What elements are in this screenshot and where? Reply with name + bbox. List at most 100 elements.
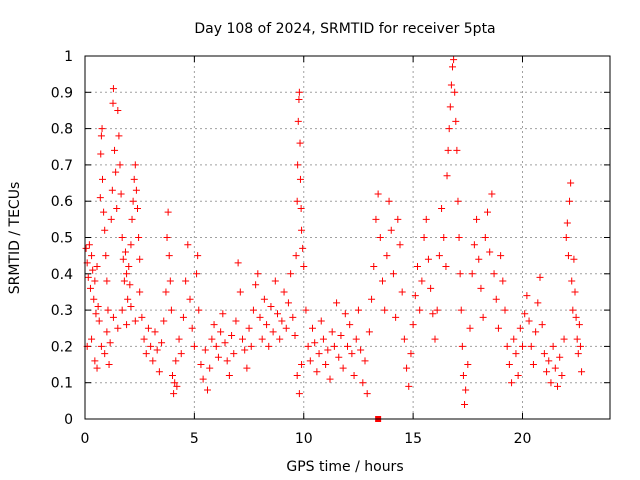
data-point <box>330 342 338 350</box>
data-point <box>440 234 448 241</box>
data-point <box>254 270 262 278</box>
data-point <box>92 310 100 318</box>
data-point <box>109 99 117 107</box>
data-point <box>142 350 150 358</box>
data-point <box>567 179 575 187</box>
data-point <box>162 288 170 296</box>
data-point <box>554 382 561 390</box>
data-point <box>363 390 371 398</box>
data-point <box>243 364 251 372</box>
data-point <box>114 324 122 332</box>
data-point <box>91 277 99 285</box>
data-point <box>88 335 96 343</box>
data-point <box>97 342 105 350</box>
data-point <box>107 215 115 223</box>
data-point <box>165 252 173 260</box>
data-point <box>118 234 126 241</box>
data-point <box>461 400 469 408</box>
data-point <box>111 146 119 154</box>
y-axis-label: SRMTID / TECUs <box>7 182 23 295</box>
data-point <box>278 317 286 325</box>
data-point <box>297 204 305 212</box>
data-point <box>245 324 253 332</box>
data-point <box>445 125 453 133</box>
data-point <box>424 255 432 263</box>
data-point <box>357 346 365 354</box>
data-point <box>475 255 483 263</box>
data-point <box>105 361 113 369</box>
data-point <box>130 175 138 183</box>
data-point <box>113 204 121 212</box>
data-point <box>514 371 522 379</box>
data-point <box>149 357 157 365</box>
data-point <box>117 190 125 198</box>
data-point <box>104 306 112 314</box>
data-point <box>97 132 105 140</box>
data-point <box>193 270 201 278</box>
data-point <box>427 284 435 292</box>
y-tick-label: 1 <box>64 49 73 65</box>
data-point <box>570 255 578 263</box>
data-point <box>127 302 135 310</box>
data-point <box>210 321 218 329</box>
data-point <box>94 302 102 310</box>
data-point <box>326 375 334 383</box>
chart-title: Day 108 of 2024, SRMTID for receiver 5pt… <box>194 21 495 37</box>
data-point <box>392 313 400 321</box>
data-point <box>328 328 336 336</box>
data-point <box>394 215 402 223</box>
data-point <box>296 139 304 147</box>
data-point <box>534 299 542 307</box>
data-point <box>510 335 518 343</box>
data-point <box>164 208 172 216</box>
data-point <box>90 295 98 303</box>
data-point <box>158 339 166 347</box>
data-point <box>418 277 426 285</box>
y-tick-label: 0.7 <box>51 158 73 174</box>
data-point <box>449 63 456 71</box>
data-point <box>512 350 520 358</box>
data-point <box>101 226 109 234</box>
data-point <box>359 379 367 387</box>
data-point <box>169 371 176 379</box>
data-point <box>119 255 127 263</box>
data-point <box>295 96 303 104</box>
data-point <box>223 357 231 365</box>
data-point <box>403 364 411 372</box>
data-point <box>488 190 496 198</box>
data-point <box>127 241 135 249</box>
data-point <box>234 259 242 267</box>
data-point <box>295 390 303 398</box>
data-point <box>212 342 220 350</box>
x-axis-label: GPS time / hours <box>286 459 403 475</box>
data-point <box>84 273 92 281</box>
data-point <box>182 277 190 285</box>
data-point <box>543 368 551 376</box>
data-point <box>505 361 513 369</box>
data-point <box>217 328 225 336</box>
data-point <box>91 357 99 365</box>
data-point <box>398 288 406 296</box>
data-point <box>438 204 446 212</box>
data-point <box>341 310 349 318</box>
data-point <box>529 361 537 369</box>
data-point <box>370 263 378 271</box>
data-point <box>293 371 301 379</box>
x-tick-label: 0 <box>81 431 90 447</box>
data-point <box>295 88 303 96</box>
data-point <box>508 379 516 387</box>
data-point <box>551 364 559 372</box>
data-point <box>324 346 332 354</box>
data-point <box>206 364 214 372</box>
data-point <box>556 353 564 361</box>
data-point <box>123 321 131 329</box>
data-point <box>194 252 202 260</box>
data-point <box>228 332 236 340</box>
data-point <box>258 335 266 343</box>
data-point <box>536 273 544 281</box>
data-point <box>376 234 384 241</box>
data-point <box>564 252 572 260</box>
data-point <box>521 310 529 318</box>
data-point <box>346 321 354 329</box>
